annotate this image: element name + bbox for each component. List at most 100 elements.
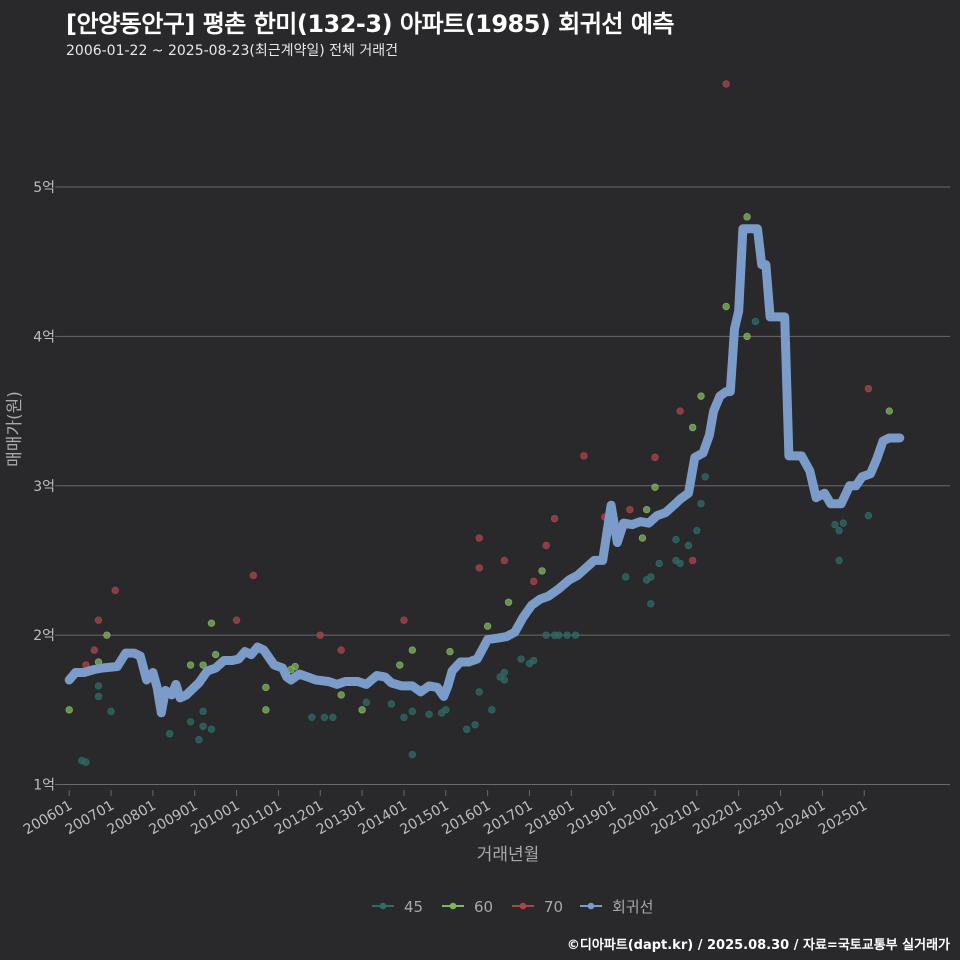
y-axis-ticks: 1억 2억 3억 4억 5억 [33,180,60,794]
scatter-point-45 [622,573,630,581]
scatter-point-45 [864,511,873,520]
scatter-point-70 [111,586,119,595]
legend: 45 60 70 회귀선 [372,898,653,916]
scatter-point-60 [743,213,751,221]
y-axis-title: 매매가(원) [5,391,25,467]
scatter-point-60 [885,407,894,415]
x-axis-ticks: 2006012007012008012009012010012011012012… [21,790,870,838]
scatter-point-45 [555,631,563,639]
scatter-point-70 [722,80,730,88]
scatter-point-45 [408,750,417,759]
scatter-point-60 [688,423,697,432]
scatter-point-70 [864,384,873,393]
scatter-point-45 [463,725,471,733]
scatter-point-45 [387,700,396,708]
scatter-point-45 [207,725,216,733]
scatter-point-45 [425,710,433,719]
scatter-point-70 [249,571,258,580]
scatter-point-45 [500,676,509,684]
scatter-point-70 [94,616,103,624]
scatter-point-70 [337,646,345,654]
scatter-point-45 [82,758,90,766]
scatter-point-70 [475,534,483,542]
scatter-point-45 [839,519,848,527]
scatter-point-70 [232,616,241,624]
scatter-point-70 [626,505,634,514]
scatter-point-45 [697,499,705,508]
scatter-point-45 [684,541,693,550]
scatter-point-60 [538,567,546,575]
scatter-point-45 [701,473,709,481]
legend-label: 70 [544,898,563,916]
scatter-point-60 [199,661,207,669]
scatter-point-70 [550,514,559,523]
y-tick-label: 2억 [33,628,55,644]
scatter-point-45 [655,559,663,568]
scatter-point-45 [529,656,538,665]
scatter-point-45 [107,707,115,716]
scatter-point-45 [751,317,760,326]
scatter-point-45 [676,559,684,568]
scatter-point-60 [651,483,659,491]
scatter-point-60 [408,646,417,654]
scatter-point-45 [542,631,550,639]
scatter-point-45 [94,682,103,690]
scatter-point-45 [94,692,103,701]
legend-swatch-dot [587,902,595,910]
scatter-point-70 [676,407,684,415]
scatter-point-45 [308,713,316,722]
y-tick-label: 1억 [33,778,55,794]
scatter-point-60 [722,302,730,311]
scatter-points [65,80,894,766]
scatter-point-45 [835,526,843,535]
scatter-point-45 [195,736,203,744]
scatter-point-45 [563,631,571,639]
scatter-point-60 [504,598,513,606]
scatter-point-45 [475,688,483,696]
scatter-point-45 [831,520,839,529]
scatter-point-70 [542,541,550,550]
y-tick-label: 4억 [33,329,55,345]
legend-swatch-dot [519,902,527,910]
scatter-point-60 [262,706,270,714]
scatter-point-45 [647,573,655,581]
scatter-point-45 [517,655,525,663]
scatter-point-60 [207,619,216,627]
scatter-point-60 [638,534,647,542]
scatter-point-45 [320,713,329,722]
scatter-point-45 [165,730,174,738]
chart-subtitle: 2006-01-22 ~ 2025-08-23(최근계약일) 전체 거래건 [66,43,398,59]
scatter-point-70 [688,556,697,565]
scatter-point-70 [651,453,659,462]
regression-line [64,224,905,718]
scatter-point-45 [571,631,580,639]
scatter-point-45 [693,526,701,535]
scatter-point-45 [442,706,450,714]
scatter-point-60 [65,706,73,714]
source-caption: ©디아파트(dapt.kr) / 2025.08.30 / 자료=국토교통부 실… [566,938,950,953]
scatter-point-70 [529,577,538,586]
scatter-point-60 [262,683,270,692]
scatter-point-60 [483,622,492,630]
scatter-point-45 [199,722,207,730]
scatter-point-60 [103,631,111,639]
scatter-point-70 [475,564,483,572]
legend-label: 회귀선 [612,898,653,916]
scatter-point-70 [400,616,408,624]
scatter-point-60 [358,706,366,714]
scatter-point-70 [500,556,509,565]
scatter-point-45 [835,556,843,565]
scatter-point-70 [316,631,324,639]
legend-swatch-dot [379,902,387,910]
regression-line-path [64,224,905,718]
scatter-point-45 [329,713,337,722]
x-axis-title: 거래년월 [477,845,540,865]
chart-title: [안양동안구] 평촌 한미(132-3) 아파트(1985) 회귀선 예측 [66,10,675,38]
scatter-point-45 [647,600,655,608]
y-tick-label: 5억 [33,180,55,196]
scatter-point-45 [400,713,408,722]
y-tick-label: 3억 [33,479,55,495]
scatter-point-60 [446,647,454,656]
scatter-point-45 [471,721,479,729]
